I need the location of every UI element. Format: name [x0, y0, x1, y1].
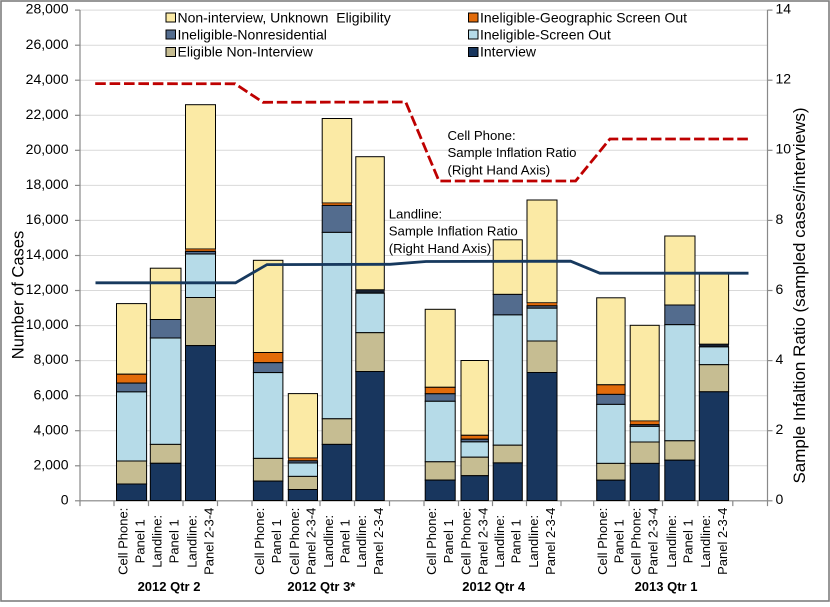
svg-text:Panel 2-3-4: Panel 2-3-4 [304, 508, 319, 575]
svg-text:Panel 1: Panel 1 [509, 519, 524, 563]
svg-text:10: 10 [776, 141, 792, 157]
svg-text:26,000: 26,000 [26, 36, 69, 52]
svg-text:4: 4 [776, 351, 784, 367]
svg-text:Panel 2-3-4: Panel 2-3-4 [715, 508, 730, 575]
svg-text:6,000: 6,000 [33, 386, 68, 402]
svg-text:Cell Phone:: Cell Phone: [116, 508, 131, 575]
svg-text:2013 Qtr 1: 2013 Qtr 1 [635, 579, 698, 594]
svg-text:Panel 2-3-4: Panel 2-3-4 [646, 508, 661, 575]
svg-text:Panel 2-3-4: Panel 2-3-4 [371, 508, 386, 575]
svg-text:Interview: Interview [480, 44, 537, 60]
svg-text:Landline:: Landline: [321, 515, 336, 568]
svg-text:Landline:: Landline: [354, 515, 369, 568]
svg-text:Panel 1: Panel 1 [167, 519, 182, 563]
svg-text:0: 0 [61, 491, 69, 507]
svg-text:2012 Qtr 3*: 2012 Qtr 3* [287, 579, 356, 594]
svg-text:(Right Hand Axis): (Right Hand Axis) [389, 241, 492, 256]
svg-text:Sample Inflation Ratio: Sample Inflation Ratio [389, 224, 518, 239]
svg-text:Ineligible-Nonresidential: Ineligible-Nonresidential [178, 27, 327, 43]
svg-text:12: 12 [776, 71, 792, 87]
svg-text:Cell Phone:: Cell Phone: [595, 508, 610, 575]
svg-text:Landline:: Landline: [526, 515, 541, 568]
svg-text:8: 8 [776, 211, 784, 227]
svg-text:2012 Qtr 2: 2012 Qtr 2 [138, 579, 201, 594]
svg-text:10,000: 10,000 [26, 316, 69, 332]
svg-text:24,000: 24,000 [26, 71, 69, 87]
svg-text:Cell Phone:: Cell Phone: [287, 508, 302, 575]
svg-text:Sample Infaltion Ratio (sample: Sample Infaltion Ratio (sampled cases/in… [790, 107, 809, 483]
svg-text:Panel 2-3-4: Panel 2-3-4 [543, 508, 558, 575]
svg-text:Eligible Non-Interview: Eligible Non-Interview [178, 44, 314, 60]
svg-text:20,000: 20,000 [26, 141, 69, 157]
svg-text:Number of Cases: Number of Cases [10, 231, 28, 359]
svg-text:2012 Qtr 4: 2012 Qtr 4 [462, 579, 526, 594]
svg-text:Landline:: Landline: [389, 206, 443, 221]
svg-text:28,000: 28,000 [26, 1, 69, 17]
svg-text:Non-interview, Unknown Eligib: Non-interview, Unknown Eligibility [178, 10, 391, 26]
svg-text:Panel 1: Panel 1 [269, 519, 284, 563]
svg-text:(Right Hand Axis): (Right Hand Axis) [448, 163, 551, 178]
svg-text:8,000: 8,000 [33, 351, 68, 367]
svg-text:Landline:: Landline: [698, 515, 713, 568]
svg-text:Cell Phone:: Cell Phone: [448, 128, 516, 143]
svg-text:Panel 1: Panel 1 [612, 519, 627, 563]
svg-text:2,000: 2,000 [33, 456, 68, 472]
svg-text:12,000: 12,000 [26, 281, 69, 297]
svg-text:Landline:: Landline: [185, 515, 200, 568]
svg-text:22,000: 22,000 [26, 106, 69, 122]
svg-text:16,000: 16,000 [26, 211, 69, 227]
svg-text:18,000: 18,000 [26, 176, 69, 192]
svg-text:Landline:: Landline: [664, 515, 679, 568]
svg-text:Panel 1: Panel 1 [441, 519, 456, 563]
svg-text:Sample Inflation Ratio: Sample Inflation Ratio [448, 145, 577, 160]
svg-text:Panel 1: Panel 1 [338, 519, 353, 563]
svg-text:Ineligible-Screen Out: Ineligible-Screen Out [480, 27, 611, 43]
svg-text:Cell Phone:: Cell Phone: [252, 508, 267, 575]
svg-text:2: 2 [776, 421, 784, 437]
svg-text:Ineligible-Geographic Screen O: Ineligible-Geographic Screen Out [480, 10, 687, 26]
svg-text:Landline:: Landline: [492, 515, 507, 568]
svg-text:Landline:: Landline: [150, 515, 165, 568]
svg-text:14: 14 [776, 1, 792, 17]
svg-text:6: 6 [776, 281, 784, 297]
svg-text:Panel 1: Panel 1 [681, 519, 696, 563]
svg-text:Cell Phone:: Cell Phone: [424, 508, 439, 575]
svg-text:Cell Phone:: Cell Phone: [459, 508, 474, 575]
svg-text:Panel 1: Panel 1 [132, 519, 147, 563]
svg-text:Cell Phone:: Cell Phone: [629, 508, 644, 575]
svg-text:0: 0 [776, 491, 784, 507]
svg-text:14,000: 14,000 [26, 246, 69, 262]
svg-text:4,000: 4,000 [33, 421, 68, 437]
svg-text:Panel 2-3-4: Panel 2-3-4 [201, 508, 216, 575]
svg-text:Panel 2-3-4: Panel 2-3-4 [476, 508, 491, 575]
